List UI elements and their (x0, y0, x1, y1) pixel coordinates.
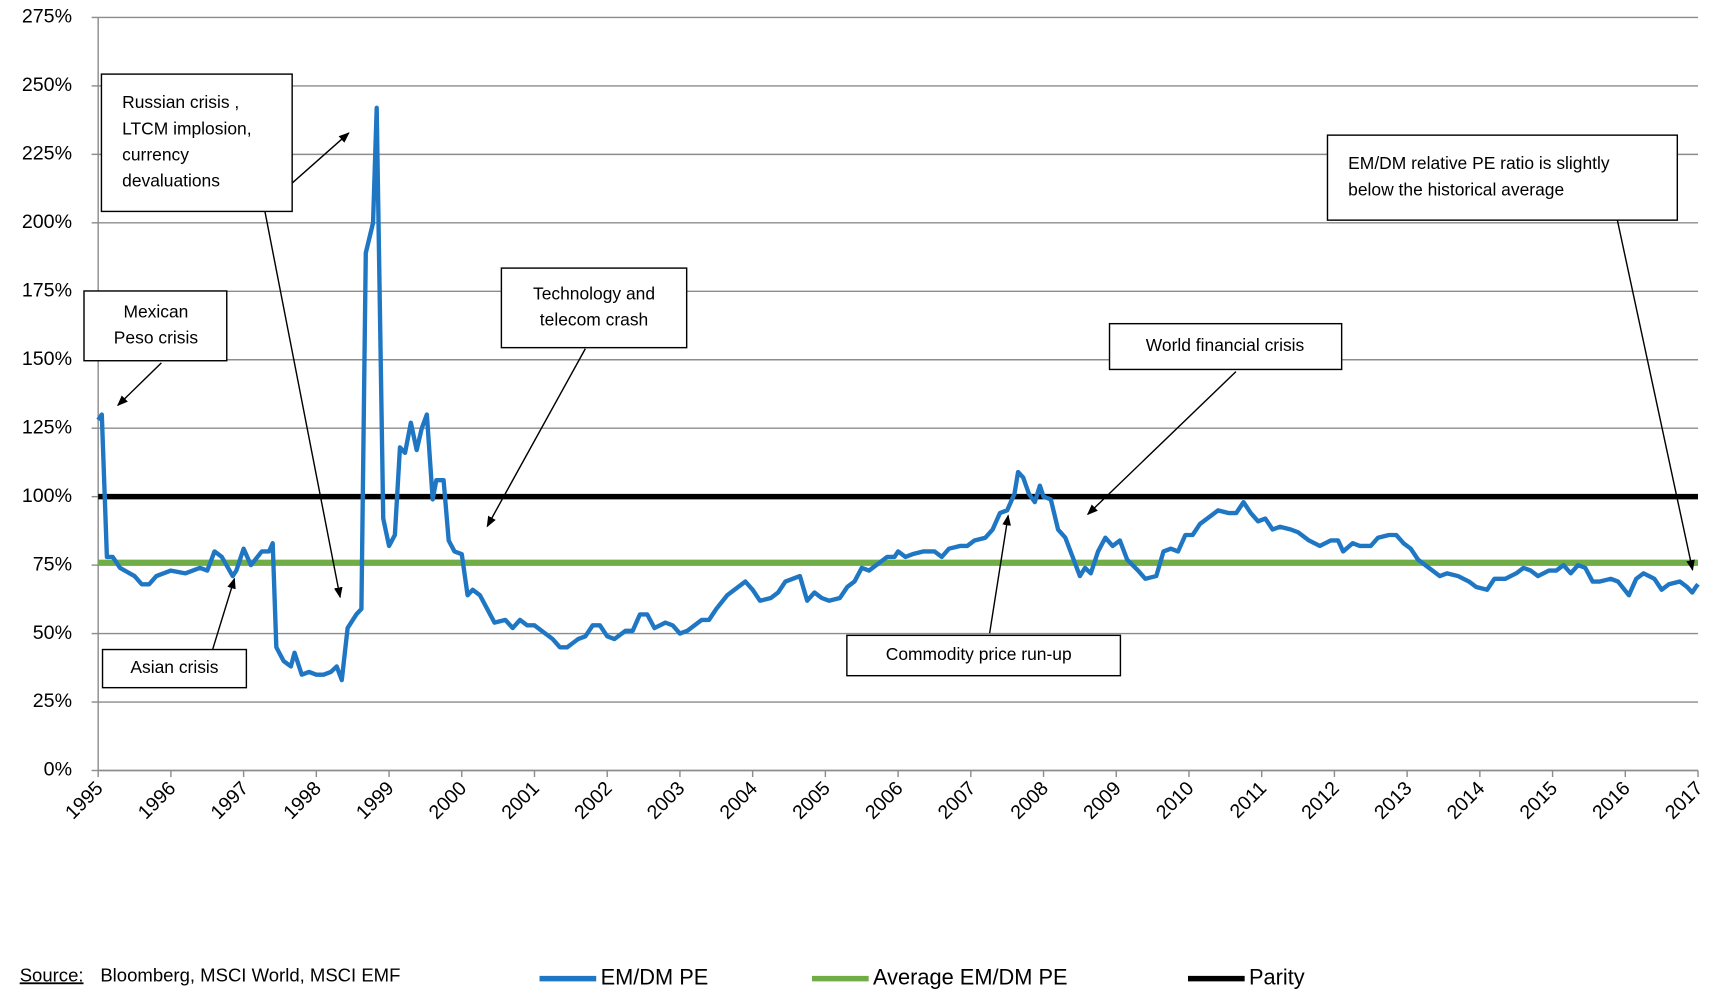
y-tick-label: 200% (22, 211, 72, 233)
annotation-text: LTCM implosion, (122, 118, 251, 138)
annotation-box (1326, 134, 1679, 221)
y-tick-label: 100% (22, 485, 72, 507)
source-label: Source: (20, 964, 84, 985)
y-tick-label: 0% (44, 759, 72, 781)
x-tick-label: 1995 (61, 777, 107, 823)
y-tick-label: 75% (33, 553, 72, 575)
annotation-text: Peso crisis (114, 328, 199, 348)
legend-label: Parity (1249, 964, 1305, 989)
y-tick-label: 225% (22, 143, 72, 165)
x-tick-label: 1998 (279, 777, 325, 823)
x-tick-label: 2011 (1226, 777, 1271, 822)
annotation-text: telecom crash (540, 310, 648, 330)
annotation-text: below the historical average (1348, 179, 1564, 199)
y-tick-label: 50% (33, 622, 72, 644)
x-tick-label: 2012 (1297, 777, 1343, 823)
x-tick-label: 2004 (716, 777, 762, 823)
annotation-text: EM/DM relative PE ratio is slightly (1348, 153, 1610, 173)
x-tick-label: 2015 (1516, 777, 1562, 823)
y-tick-label: 25% (33, 690, 72, 712)
annotation-text: Commodity price run-up (886, 644, 1072, 664)
x-tick-label: 2017 (1661, 777, 1707, 823)
annotation-text: Mexican (123, 301, 188, 321)
x-tick-label: 2009 (1079, 777, 1125, 823)
x-tick-label: 2010 (1152, 777, 1198, 823)
x-tick-label: 1996 (134, 777, 180, 823)
y-tick-label: 150% (22, 348, 72, 370)
annotation-arrow (291, 132, 350, 184)
annotation-box (100, 73, 293, 213)
x-tick-label: 2001 (497, 777, 543, 823)
annotation-box (83, 290, 228, 362)
x-tick-label: 1999 (352, 777, 398, 823)
annotation-arrow (1616, 219, 1695, 572)
legend-label: EM/DM PE (601, 964, 709, 989)
annotation-arrow (1086, 371, 1237, 516)
x-tick-label: 1997 (207, 777, 253, 823)
x-tick-label: 2016 (1588, 777, 1634, 823)
x-tick-label: 2014 (1443, 777, 1489, 823)
annotation-box (500, 267, 688, 349)
annotation-arrow (211, 577, 236, 650)
x-tick-label: 2013 (1370, 777, 1416, 823)
annotation-text: Asian crisis (130, 657, 218, 677)
x-tick-label: 2007 (934, 777, 980, 823)
source: Bloomberg, MSCI World, MSCI EMF (100, 964, 400, 985)
annotation-text: devaluations (122, 171, 220, 191)
x-tick-label: 2000 (425, 777, 471, 823)
annotation-text: World financial crisis (1146, 335, 1305, 355)
x-tick-label: 2006 (861, 777, 907, 823)
y-tick-label: 250% (22, 74, 72, 96)
y-tick-label: 175% (22, 279, 72, 301)
x-tick-label: 2003 (643, 777, 689, 823)
annotation-arrow (988, 514, 1011, 634)
legend-label: Average EM/DM PE (873, 964, 1068, 989)
x-tick-label: 2002 (570, 777, 616, 823)
annotation-arrow (264, 211, 343, 599)
annotation-box (101, 648, 248, 689)
annotation-box (1108, 322, 1343, 371)
y-tick-label: 275% (22, 6, 72, 28)
annotation-text: Technology and (533, 283, 655, 303)
annotation-text: Russian crisis , (122, 92, 239, 112)
y-tick-label: 125% (22, 416, 72, 438)
annotation-box (846, 634, 1122, 677)
series-line (96, 105, 1700, 683)
x-tick-label: 2008 (1007, 777, 1053, 823)
x-tick-label: 2005 (788, 777, 834, 823)
annotation-text: currency (122, 144, 189, 164)
annotation-arrow (486, 348, 586, 528)
annotation-arrow (117, 362, 162, 407)
